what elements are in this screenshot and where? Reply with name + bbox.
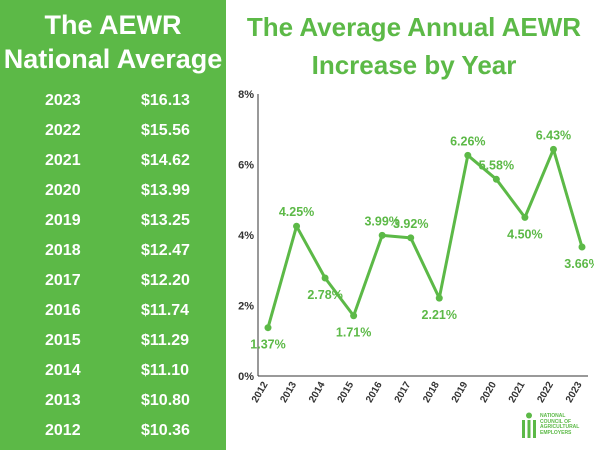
data-label: 1.37% (250, 338, 285, 352)
data-point (378, 231, 386, 239)
data-point (264, 324, 272, 332)
rate-value: $16.13 (141, 92, 190, 109)
x-tick-label: 2021 (507, 380, 528, 405)
rate-year: 2017 (45, 272, 81, 289)
x-tick-label: 2023 (564, 380, 585, 405)
rate-year: 2019 (45, 212, 81, 229)
ncae-logo-icon (522, 412, 536, 438)
ncae-logo-text: NATIONAL COUNCIL OF AGRICULTURAL EMPLOYE… (540, 413, 580, 436)
logo-text-line1: NATIONAL (540, 413, 566, 419)
rate-row: 2017 $12.20 (0, 266, 226, 296)
x-tick-label: 2015 (336, 380, 357, 405)
rate-row: 2014 $11.10 (0, 356, 226, 386)
rate-value: $11.10 (141, 362, 190, 379)
data-point (407, 234, 415, 242)
data-point (578, 243, 586, 251)
aewr-national-average-panel: The AEWR National Average 2023 $16.13 2022… (0, 0, 226, 450)
rate-year: 2023 (45, 92, 81, 109)
rate-value: $12.47 (141, 242, 190, 259)
rate-year: 2013 (45, 392, 81, 409)
chart-title-line1: The Average Annual AEWR (246, 12, 582, 42)
y-tick-label: 6% (238, 160, 254, 172)
aewr-increase-line-chart: 0% 2% 4% 6% 8% 2012 2013 2014 2015 2016 2017 2018 20… (238, 89, 594, 405)
rate-value: $12.20 (141, 272, 190, 289)
logo-text-line2: COUNCIL OF (540, 418, 572, 425)
data-point (293, 222, 301, 230)
data-point (350, 312, 358, 320)
rate-row: 2013 $10.80 (0, 386, 226, 416)
rate-row: 2019 $13.25 (0, 206, 226, 236)
left-title-line2: National Average (3, 44, 223, 74)
rate-row: 2021 $14.62 (0, 146, 226, 176)
left-title-line1: The AEWR (44, 10, 182, 40)
rate-year: 2022 (45, 122, 81, 139)
rate-year: 2018 (45, 242, 81, 259)
rate-value: $14.62 (141, 152, 190, 169)
data-label: 4.25% (279, 205, 314, 219)
ncae-logo: NATIONAL COUNCIL OF AGRICULTURAL EMPLOYE… (520, 412, 596, 442)
logo-text-line4: EMPLOYERS (540, 429, 572, 436)
data-label: 1.71% (336, 326, 371, 340)
x-tick-label: 2020 (478, 380, 499, 405)
data-point (321, 274, 329, 282)
data-label: 4.50% (507, 227, 542, 241)
rate-value: $10.80 (141, 392, 190, 409)
rate-row: 2012 $10.36 (0, 416, 226, 446)
rate-row: 2023 $16.13 (0, 86, 226, 116)
rate-row: 2020 $13.99 (0, 176, 226, 206)
rate-year: 2012 (45, 422, 81, 439)
rate-value: $13.99 (141, 182, 190, 199)
x-tick-label: 2022 (535, 380, 556, 405)
y-tick-label: 4% (238, 230, 254, 242)
x-tick-label: 2016 (364, 380, 385, 405)
data-point (549, 145, 557, 153)
x-tick-label: 2019 (450, 380, 471, 405)
y-tick-label: 0% (238, 371, 254, 383)
data-point (521, 213, 529, 221)
logo-text-line3: AGRICULTURAL (540, 424, 580, 430)
data-label: 2.21% (422, 308, 457, 322)
data-point (464, 151, 472, 159)
x-tick-label: 2013 (278, 380, 299, 405)
rates-list: 2023 $16.13 2022 $15.56 2021 $14.62 2020 $13.99… (0, 86, 226, 446)
rate-year: 2021 (45, 152, 81, 169)
data-label: 2.78% (307, 288, 342, 302)
y-tick-label: 2% (238, 301, 254, 313)
rate-row: 2016 $11.74 (0, 296, 226, 326)
data-label: 6.26% (450, 134, 485, 148)
x-tick-label: 2018 (421, 380, 442, 405)
chart-title-line2: Increase by Year (311, 50, 517, 80)
rate-year: 2020 (45, 182, 81, 199)
data-label: 5.58% (479, 158, 514, 172)
rate-value: $15.56 (141, 122, 190, 139)
rate-year: 2015 (45, 332, 81, 349)
data-label: 6.43% (536, 128, 571, 142)
rate-value: $13.25 (141, 212, 190, 229)
data-label: 3.99% (364, 214, 399, 228)
rate-row: 2018 $12.47 (0, 236, 226, 266)
rate-row: 2015 $11.29 (0, 326, 226, 356)
x-tick-label: 2017 (393, 380, 414, 405)
y-tick-label: 8% (238, 89, 254, 101)
chart-title: The Average Annual AEWR Increase by Year (236, 8, 592, 84)
data-point (492, 175, 500, 183)
data-label: 3.66% (564, 257, 594, 271)
series-line (266, 147, 584, 329)
rate-row: 2022 $15.56 (0, 116, 226, 146)
x-tick-label: 2014 (307, 380, 328, 405)
data-label: 3.92% (393, 217, 428, 231)
left-panel-title: The AEWR National Average (0, 8, 226, 76)
rate-year: 2014 (45, 362, 81, 379)
rate-value: $10.36 (141, 422, 190, 439)
x-tick-label: 2012 (250, 380, 271, 405)
data-point (435, 294, 443, 302)
rate-value: $11.74 (141, 302, 190, 319)
rate-year: 2016 (45, 302, 81, 319)
rate-value: $11.29 (141, 332, 190, 349)
